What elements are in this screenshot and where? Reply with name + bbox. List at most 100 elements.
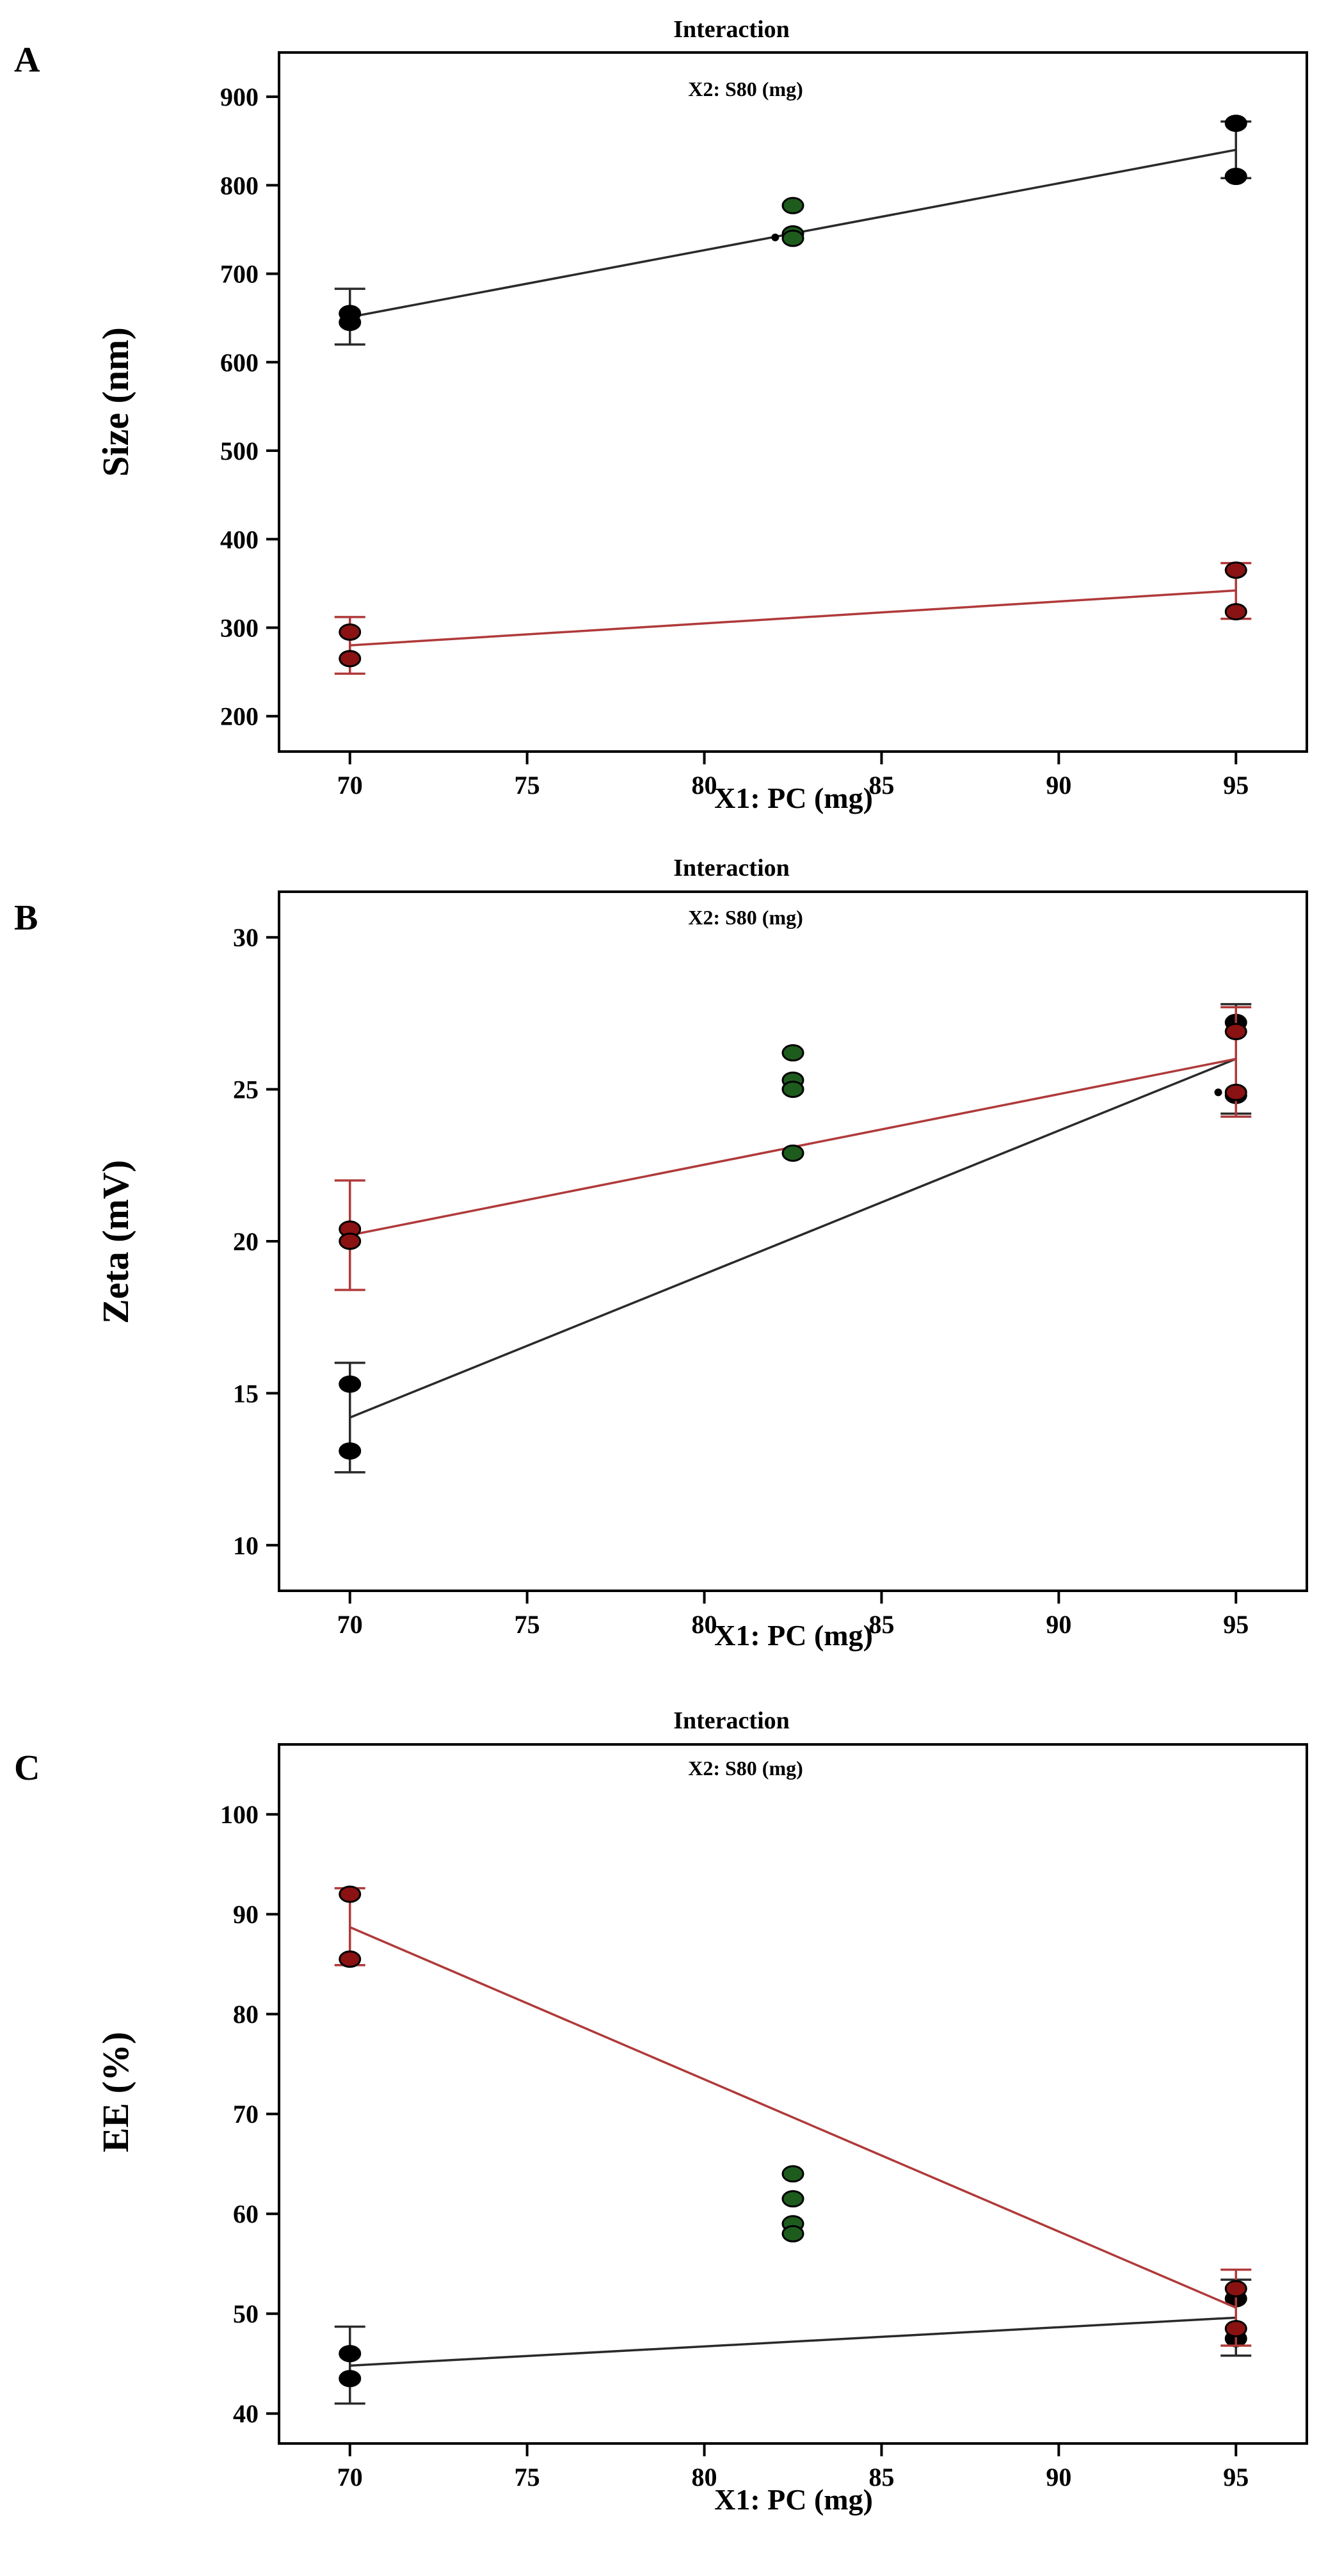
y-tick-label: 400 [220, 525, 259, 554]
chart-title: Interaction [673, 16, 790, 43]
chart-b: B Interaction X2: S80 (mg) 70 75 80 85 90 95 … [14, 855, 1308, 1652]
x-tick-label: 70 [337, 771, 363, 800]
data-point-low [1224, 1083, 1247, 1101]
data-point-high [339, 314, 362, 332]
data-point-high [1224, 168, 1247, 186]
series-line-low [349, 589, 1236, 647]
chart-subtitle: X2: S80 (mg) [688, 1757, 803, 1780]
chart-a: A Interaction X2: S80 (mg) 70 75 80 85 90 95 … [14, 16, 1308, 814]
x-axis-ticks: 70 75 80 85 90 95 [337, 2443, 1249, 2491]
x-tick-label: 80 [692, 771, 717, 800]
x-axis-ticks: 70 75 80 85 90 95 [337, 1591, 1249, 1639]
y-tick-label: 25 [233, 1075, 259, 1104]
x-tick-label: 75 [515, 771, 540, 800]
x-axis-label: X1: PC (mg) [714, 782, 873, 814]
y-tick-label: 30 [233, 923, 259, 952]
chart-title: Interaction [673, 855, 790, 881]
panel-label-b: B [14, 898, 38, 938]
data-point-low [339, 650, 362, 668]
data-point-center [781, 2225, 804, 2242]
data-point-low [339, 623, 362, 641]
data-point-small [771, 233, 779, 241]
x-axis-ticks: 70 75 80 85 90 95 [337, 752, 1249, 800]
chart-subtitle: X2: S80 (mg) [688, 77, 803, 101]
x-tick-label: 90 [1046, 1610, 1071, 1639]
data-point-low [1224, 1022, 1247, 1040]
data-point-low [1224, 2280, 1247, 2298]
y-tick-label: 80 [233, 2000, 259, 2029]
y-tick-label: 200 [220, 702, 259, 731]
x-tick-label: 80 [692, 1610, 717, 1639]
data-point-low [1224, 561, 1247, 579]
plot-marks [334, 1002, 1252, 1474]
x-tick-label: 90 [1046, 2463, 1071, 2491]
chart-title: Interaction [673, 1707, 790, 1734]
chart-c: C Interaction X2: S80 (mg) 70 75 80 85 90 95 … [14, 1707, 1308, 2516]
data-point-center [781, 197, 804, 214]
y-tick-label: 100 [220, 1800, 259, 1829]
data-point-high [1224, 115, 1247, 133]
plot-frame [278, 51, 1308, 753]
data-point-low [1224, 2320, 1247, 2338]
y-tick-label: 40 [233, 2399, 259, 2428]
x-tick-label: 85 [868, 771, 894, 800]
y-tick-label: 800 [220, 171, 259, 200]
data-point-center [781, 1144, 804, 1162]
x-tick-label: 95 [1223, 771, 1249, 800]
x-tick-label: 85 [868, 2463, 894, 2491]
data-point-high [339, 2370, 362, 2388]
plot-frame [278, 890, 1308, 1592]
series-line-low [349, 1926, 1236, 2309]
plot-frame [278, 1743, 1308, 2445]
data-point-small [1214, 1088, 1222, 1097]
x-tick-label: 75 [515, 2463, 540, 2491]
y-tick-label: 20 [233, 1227, 259, 1256]
y-tick-label: 500 [220, 437, 259, 465]
plot-marks [334, 115, 1252, 675]
x-tick-label: 70 [337, 2463, 363, 2491]
chart-subtitle: X2: S80 (mg) [688, 906, 803, 929]
x-tick-label: 95 [1223, 1610, 1249, 1639]
y-axis-ticks: 200 300 400 500 600 700 800 900 [220, 83, 279, 731]
y-tick-label: 900 [220, 83, 259, 111]
plot-marks [334, 1885, 1252, 2405]
panel-label-a: A [14, 40, 40, 80]
x-tick-label: 70 [337, 1610, 363, 1639]
data-point-center [781, 2190, 804, 2208]
data-point-center [781, 1044, 804, 1062]
series-line-high [349, 1058, 1236, 1419]
y-axis-label: EE (%) [95, 2032, 136, 2153]
data-point-low [1224, 603, 1247, 621]
x-axis-label: X1: PC (mg) [714, 2483, 873, 2516]
panel-label-c: C [14, 1748, 40, 1788]
data-point-high [339, 2345, 362, 2363]
y-tick-label: 700 [220, 260, 259, 289]
data-point-high [339, 1442, 362, 1460]
y-axis-label: Size (nm) [95, 327, 136, 477]
y-tick-label: 15 [233, 1379, 259, 1408]
y-axis-label: Zeta (mV) [95, 1160, 136, 1324]
y-tick-label: 70 [233, 2100, 259, 2129]
data-point-center [781, 229, 804, 247]
series-line-high [349, 2316, 1236, 2367]
y-tick-label: 600 [220, 348, 259, 377]
y-tick-label: 60 [233, 2200, 259, 2228]
y-axis-ticks: 40 50 60 70 80 90 100 [220, 1800, 279, 2428]
x-tick-label: 90 [1046, 771, 1071, 800]
data-point-center [781, 2165, 804, 2183]
data-point-center [781, 1081, 804, 1099]
x-axis-label: X1: PC (mg) [714, 1619, 873, 1652]
data-point-low [339, 1950, 362, 1968]
data-point-low [339, 1885, 362, 1903]
x-tick-label: 85 [868, 1610, 894, 1639]
y-axis-ticks: 10 15 20 25 30 [233, 923, 279, 1560]
y-tick-label: 50 [233, 2299, 259, 2328]
x-tick-label: 95 [1223, 2463, 1249, 2491]
x-tick-label: 80 [692, 2463, 717, 2491]
y-tick-label: 10 [233, 1531, 259, 1560]
data-point-low [339, 1232, 362, 1250]
x-tick-label: 75 [515, 1610, 540, 1639]
y-tick-label: 300 [220, 613, 259, 642]
